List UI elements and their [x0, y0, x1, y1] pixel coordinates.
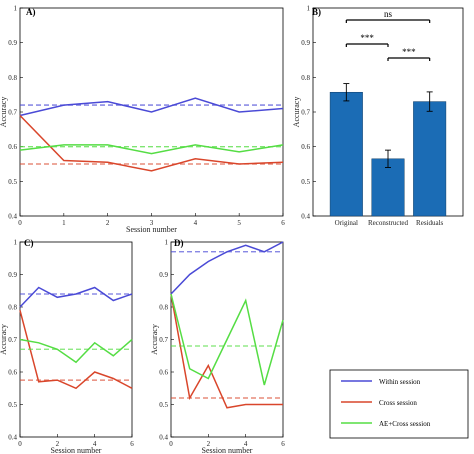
- y-axis-label: Accuracy: [150, 324, 159, 355]
- y-tick-label: 0.7: [301, 109, 310, 117]
- x-tick-label: Residuals: [416, 219, 443, 227]
- panel-c: 0.4 0.5 0.6 0.7 0.8 0.9 1 Accuracy C) 0 2 4 6 Session…: [0, 238, 134, 454]
- x-tick-label: 0: [18, 219, 22, 227]
- x-tick-label: 0: [18, 440, 22, 448]
- x-tick-label: 6: [281, 440, 285, 448]
- x-tick-label: 2: [106, 219, 110, 227]
- legend-label-within: Within session: [379, 378, 421, 386]
- y-tick-label: 0.9: [8, 39, 17, 47]
- y-tick-label: 0.7: [8, 109, 17, 117]
- y-axis-label: Accuracy: [292, 97, 301, 128]
- x-tick-label: 6: [130, 440, 134, 448]
- series-line-cross: [170, 293, 283, 409]
- series-line-ae: [19, 144, 284, 155]
- y-tick-label: 0.5: [159, 401, 168, 409]
- y-tick-label: 0.5: [8, 178, 17, 186]
- y-tick-label: 0.4: [159, 434, 168, 442]
- x-tick-label: 4: [194, 219, 198, 227]
- x-tick-label: 5: [237, 219, 241, 227]
- y-tick-label: 0.8: [8, 304, 17, 312]
- y-tick-label: 0.7: [159, 336, 168, 344]
- y-axis-label: Accuracy: [0, 97, 8, 128]
- panel-label-c: C): [24, 238, 34, 248]
- y-axis-label: Accuracy: [0, 324, 8, 355]
- axes-frame-c: [19, 241, 133, 438]
- series-line-within: [170, 241, 284, 295]
- y-tick-label: 0.8: [159, 304, 168, 312]
- y-tick-label: 0.6: [301, 143, 310, 151]
- y-tick-label: 0.4: [8, 213, 17, 221]
- bar-reconstructed: [371, 158, 405, 217]
- x-tick-label: 4: [93, 440, 97, 448]
- significance-label: ***: [402, 47, 416, 57]
- panel-label-b: B): [312, 7, 321, 17]
- legend-label-ae: AE+Cross session: [379, 420, 431, 428]
- y-tick-label: 0.7: [8, 336, 17, 344]
- y-tick-label: 0.9: [301, 39, 310, 47]
- legend: Within session Cross session AE+Cross se…: [329, 369, 469, 439]
- y-tick-label: 0.8: [8, 74, 17, 82]
- series-line-within: [19, 286, 133, 308]
- x-tick-label: 2: [56, 440, 60, 448]
- y-tick-label: 0.6: [159, 369, 168, 377]
- x-tick-label: 2: [207, 440, 211, 448]
- y-tick-label: 0.5: [8, 401, 17, 409]
- x-axis-label: Session number: [202, 446, 253, 454]
- bar-residuals: [413, 101, 447, 217]
- y-tick-label: 0.6: [8, 369, 17, 377]
- panel-label-a: A): [26, 7, 36, 17]
- panel-d: 0.4 0.5 0.6 0.7 0.8 0.9 1 Accuracy D) 0 2 4 6 Session…: [150, 238, 285, 454]
- series-line-within: [19, 97, 284, 117]
- x-tick-label: 3: [150, 219, 154, 227]
- x-tick-label: 1: [62, 219, 66, 227]
- x-tick-label: 0: [169, 440, 173, 448]
- x-tick-label: Reconstructed: [368, 219, 409, 227]
- y-tick-label: 0.9: [159, 271, 168, 279]
- series-line-ae: [19, 338, 133, 364]
- y-tick-label: 1: [307, 5, 311, 13]
- x-tick-label: 6: [281, 219, 285, 227]
- panel-label-d: D): [174, 238, 184, 248]
- x-axis-label: Session number: [126, 225, 177, 234]
- y-tick-label: 0.4: [301, 213, 310, 221]
- series-line-ae: [170, 293, 284, 386]
- significance-label: ***: [360, 33, 374, 43]
- x-axis-label: Session number: [51, 446, 102, 454]
- bar-original: [329, 91, 363, 217]
- significance-label: ns: [384, 9, 393, 19]
- panel-a: 0.4 0.5 0.6 0.7 0.8 0.9 1 Accuracy A) 0 1 2 3 4 5 6 Sess…: [0, 5, 285, 235]
- y-tick-label: 0.6: [8, 143, 17, 151]
- y-tick-label: 1: [165, 239, 169, 247]
- legend-label-cross: Cross session: [379, 399, 417, 407]
- panel-b: 0.4 0.5 0.6 0.7 0.8 0.9 1 Accuracy B) Original Rec…: [292, 5, 464, 227]
- series-line-cross: [19, 114, 284, 172]
- x-tick-label: Original: [335, 219, 358, 227]
- y-tick-label: 0.8: [301, 74, 310, 82]
- y-tick-label: 0.9: [8, 271, 17, 279]
- y-tick-label: 1: [14, 5, 18, 13]
- y-tick-label: 0.4: [8, 434, 17, 442]
- y-tick-label: 0.5: [301, 178, 310, 186]
- y-tick-label: 1: [14, 239, 18, 247]
- series-line-cross: [19, 310, 133, 390]
- x-tick-label: 4: [244, 440, 248, 448]
